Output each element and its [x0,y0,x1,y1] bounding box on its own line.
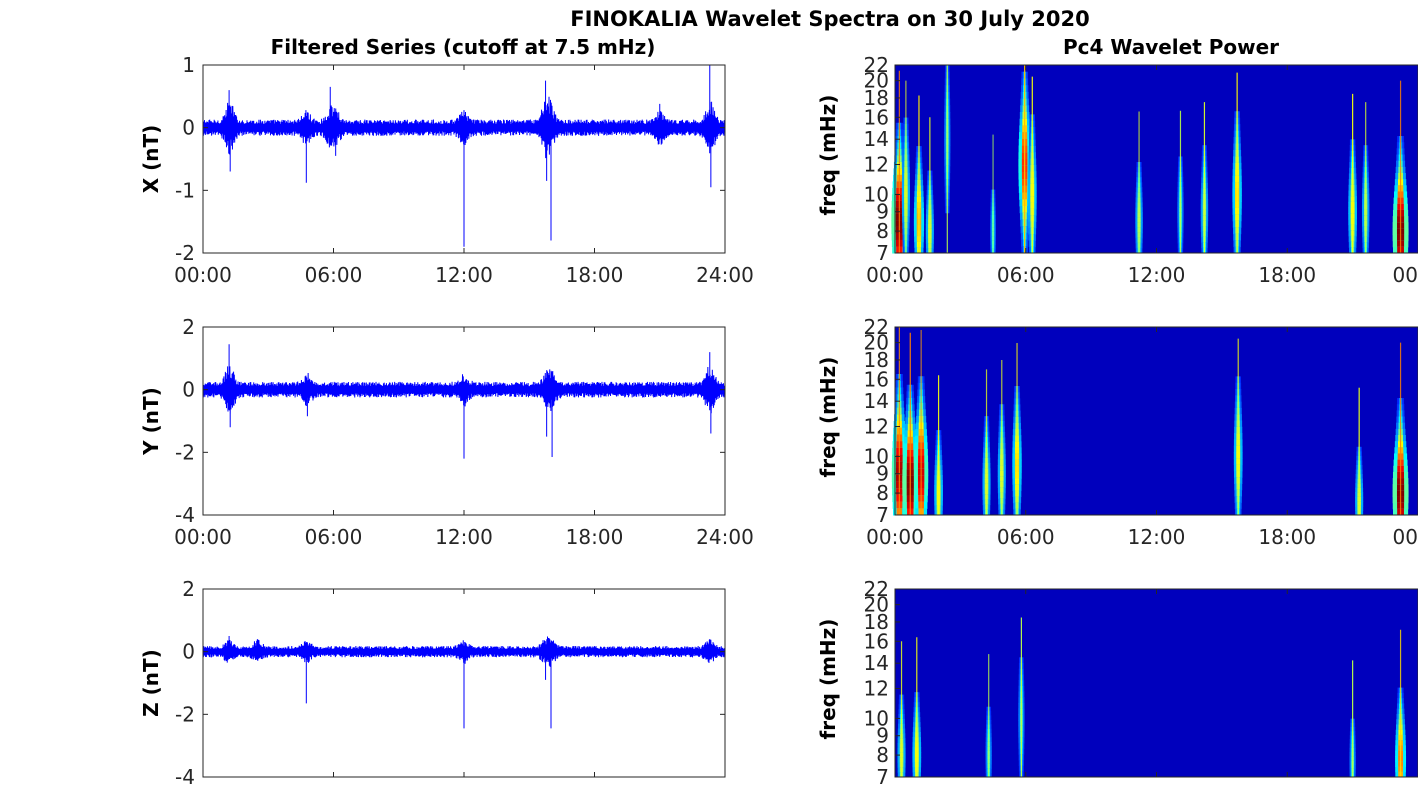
y-axis-label: X (nT) [139,125,163,194]
y-tick-label: 7 [876,765,889,788]
time-series-panel-y: 2 0 -2 -400:00 06:00 12:00 18:00 24:00 Y (nT) [139,315,754,549]
y-tick-label: 20 [864,69,889,93]
y-tick-label: 10 [864,706,889,730]
y-tick-label: 12 [864,415,889,439]
y-tick-label: 12 [864,153,889,177]
x-tick-label: 00 [1393,263,1418,287]
x-tick-label: 06:00 [997,525,1055,549]
x-tick-label: 24:00 [696,525,754,549]
x-tick-label: 06:00 [305,263,363,287]
x-tick-label: 18:00 [566,263,624,287]
y-axis-label: Z (nT) [139,649,163,717]
x-tick-label: 12:00 [1128,525,1186,549]
y-tick-label: 20 [864,593,889,617]
x-tick-label: 00:00 [174,525,232,549]
y-tick-label: -1 [175,178,195,202]
x-tick-label: 00:00 [174,263,232,287]
power-background [895,65,1418,253]
y-tick-label: 16 [864,629,889,653]
x-tick-label: 18:00 [1258,263,1316,287]
y-tick-label: 2 [182,315,195,339]
x-tick-label: 00:00 [866,525,924,549]
y-tick-label: 10 [864,182,889,206]
x-tick-label: 12:00 [435,263,493,287]
x-tick-label: 18:00 [566,525,624,549]
x-tick-label: 00:00 [866,263,924,287]
x-tick-label: 00 [1393,525,1418,549]
y-tick-label: -2 [175,702,195,726]
x-tick-label: 24:00 [696,263,754,287]
x-tick-label: 06:00 [305,525,363,549]
y-tick-label: 9 [876,724,889,748]
y-tick-label: 8 [876,481,889,505]
y-tick-label: 8 [876,743,889,767]
y-tick-label: 0 [182,378,195,402]
series-line-z [203,636,725,729]
y-tick-label: 2 [182,577,195,601]
y-tick-label: 8 [876,219,889,243]
power-background [895,327,1418,515]
y-tick-label: -2 [175,440,195,464]
y-tick-label: 18 [864,348,889,372]
y-tick-label: 14 [864,389,889,413]
series-line-y [203,344,725,459]
y-tick-label: 10 [864,444,889,468]
y-tick-label: 20 [864,331,889,355]
y-tick-label: 14 [864,651,889,675]
y-tick-label: -4 [175,503,195,527]
y-tick-label: 0 [182,640,195,664]
y-axis-label: freq (mHz) [816,619,840,740]
y-tick-label: 12 [864,677,889,701]
x-tick-label: 18:00 [1258,525,1316,549]
power-background [895,589,1418,777]
left-column-title: Filtered Series (cutoff at 7.5 mHz) [271,35,656,59]
x-tick-label: 12:00 [435,525,493,549]
y-tick-label: 7 [876,503,889,527]
y-tick-label: 18 [864,610,889,634]
figure-title: FINOKALIA Wavelet Spectra on 30 July 202… [570,7,1090,31]
x-tick-label: 06:00 [997,263,1055,287]
y-tick-label: 0 [182,116,195,140]
y-axis-label: freq (mHz) [816,95,840,216]
time-series-panel-z: 2 0 -2 -4 Z (nT) [139,577,726,788]
y-tick-label: 9 [876,200,889,224]
x-tick-label: 12:00 [1128,263,1186,287]
y-tick-label: 22 [864,315,889,339]
y-axis-label: Y (nT) [139,387,163,456]
y-tick-label: 16 [864,367,889,391]
y-tick-label: -4 [175,765,195,788]
y-tick-label: 14 [864,127,889,151]
y-tick-label: 22 [864,577,889,601]
time-series-panel-x: 1 0 -1 -200:00 06:00 12:00 18:00 24:00 X (nT) [139,53,754,287]
y-tick-label: 7 [876,241,889,265]
y-tick-label: -2 [175,241,195,265]
y-axis-label: freq (mHz) [816,357,840,478]
right-column-title: Pc4 Wavelet Power [1063,35,1279,59]
series-line-x [203,65,725,247]
y-tick-label: 9 [876,462,889,486]
y-tick-label: 16 [864,105,889,129]
y-tick-label: 18 [864,86,889,110]
y-tick-label: 1 [182,53,195,77]
y-tick-label: 22 [864,53,889,77]
